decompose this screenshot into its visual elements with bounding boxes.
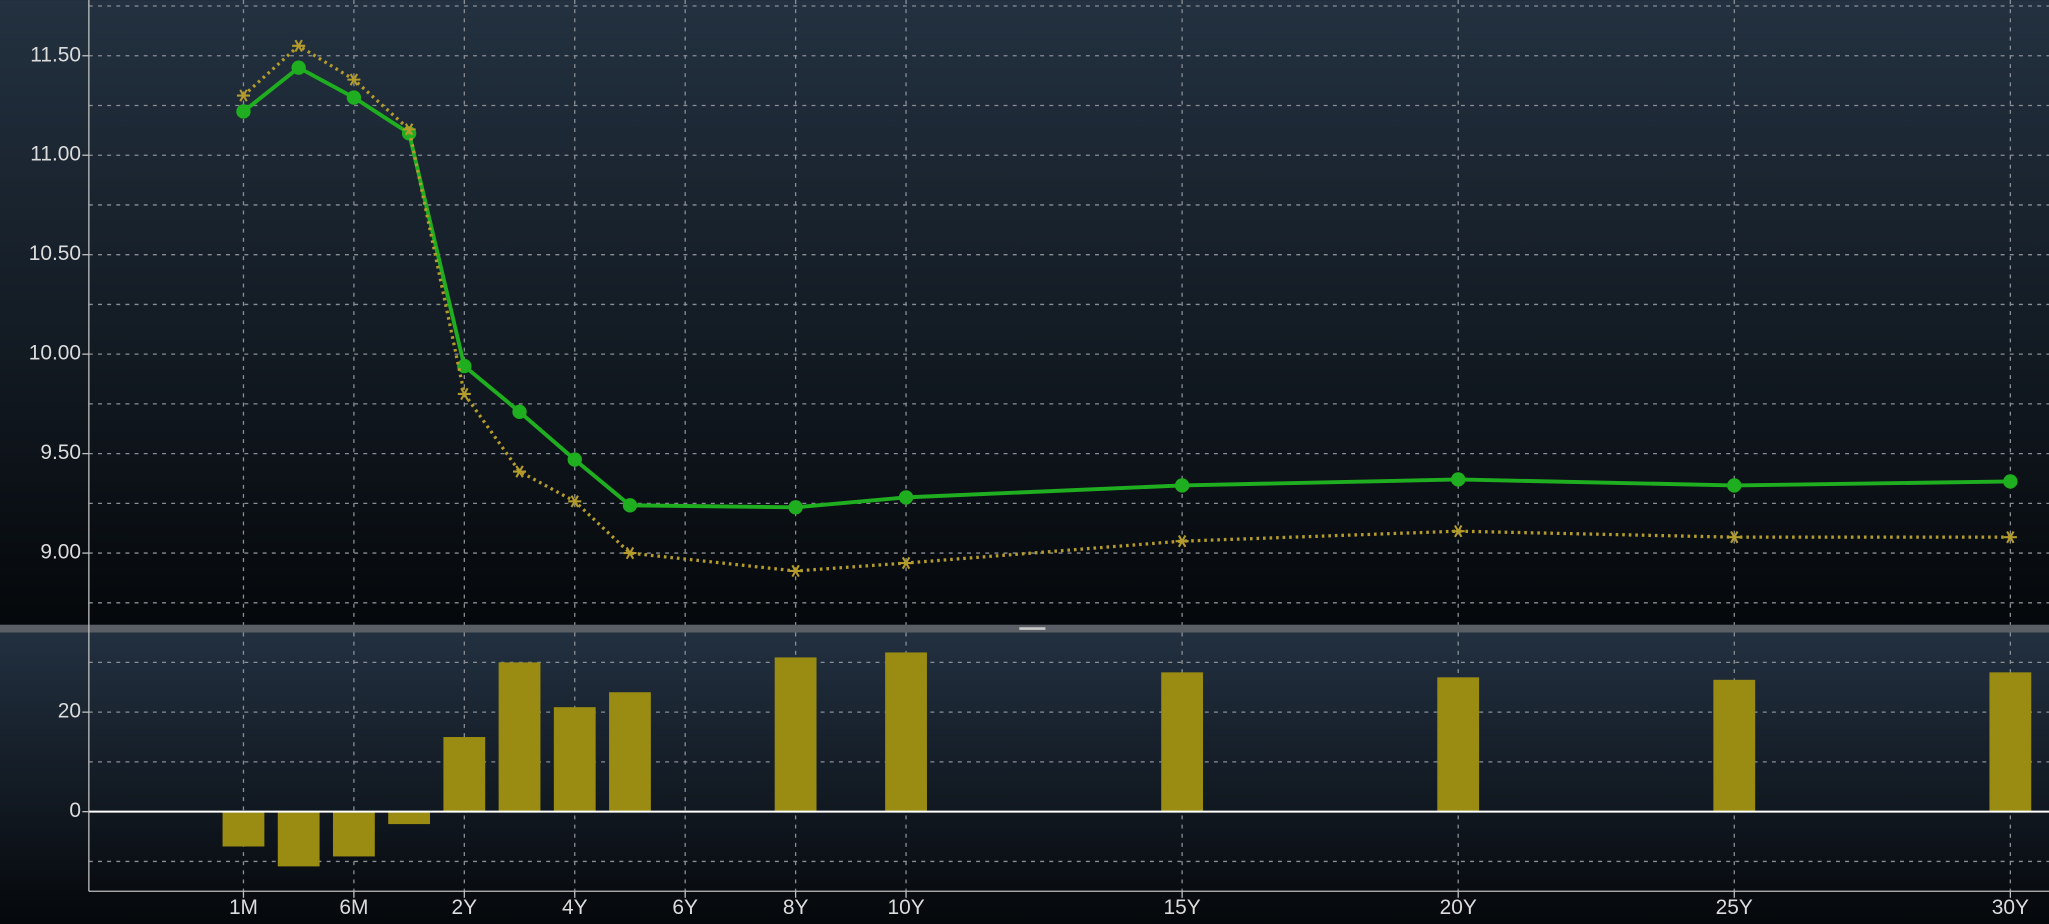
bar [277, 811, 320, 867]
marker [788, 500, 803, 515]
bottom-panel-bg [0, 632, 2049, 924]
x-tick-label: 2Y [452, 896, 478, 919]
x-tick-label: 30Y [1992, 896, 2029, 919]
bar [443, 737, 486, 812]
y-tick-label: 9.50 [40, 441, 81, 464]
marker [292, 39, 306, 52]
bar [553, 707, 596, 812]
series-line [242, 43, 2011, 573]
marker [457, 387, 471, 401]
x-tick-label: 6M [339, 896, 368, 919]
marker [1451, 472, 1466, 487]
bar [885, 652, 927, 812]
bar [609, 692, 651, 812]
x-tick-label: 6Y [672, 896, 698, 919]
x-tick-label: 1M [229, 896, 258, 919]
marker [346, 90, 362, 105]
bar [498, 662, 541, 812]
marker [1175, 534, 1189, 548]
marker [402, 123, 416, 136]
marker [236, 89, 250, 102]
marker [898, 490, 914, 505]
x-tick-label: 8Y [783, 896, 809, 919]
bar [1161, 672, 1204, 812]
top-panel-bg [0, 0, 2049, 625]
x-tick-label: 15Y [1164, 896, 1201, 919]
marker [1451, 525, 1465, 538]
x-tick-label: 20Y [1440, 896, 1477, 919]
y-tick-label: 9.00 [40, 541, 81, 564]
marker [1174, 478, 1190, 493]
x-tick-label: 25Y [1716, 896, 1753, 919]
y-tick-label: 11.50 [30, 43, 81, 66]
marker [622, 498, 638, 513]
marker [899, 556, 913, 570]
marker [512, 404, 527, 420]
marker [513, 465, 527, 478]
marker [457, 358, 472, 374]
bar [388, 811, 431, 825]
x-tick-label: 4Y [562, 896, 588, 919]
marker [568, 495, 582, 508]
marker [2003, 530, 2017, 544]
y-tick-label: 10.50 [29, 242, 81, 265]
series-line [242, 65, 2011, 510]
marker [1727, 478, 1742, 493]
marker [623, 546, 637, 560]
marker [2003, 474, 2018, 489]
bar [1713, 679, 1756, 812]
marker [291, 60, 306, 75]
bar [774, 657, 817, 812]
bar [1437, 677, 1480, 812]
y-tick-label: 20 [58, 700, 81, 723]
y-tick-label: 10.00 [29, 342, 81, 365]
marker [347, 73, 361, 86]
x-tick-label: 10Y [887, 896, 924, 919]
marker [236, 104, 251, 119]
mark-layer [88, 39, 2049, 867]
marker [567, 452, 582, 467]
marker [789, 564, 803, 578]
bar [1989, 672, 2032, 812]
marker [1727, 530, 1741, 544]
y-tick-label: 0 [69, 799, 81, 822]
y-tick-label: 11.00 [30, 143, 81, 166]
bar [222, 811, 265, 847]
bar [332, 811, 375, 857]
